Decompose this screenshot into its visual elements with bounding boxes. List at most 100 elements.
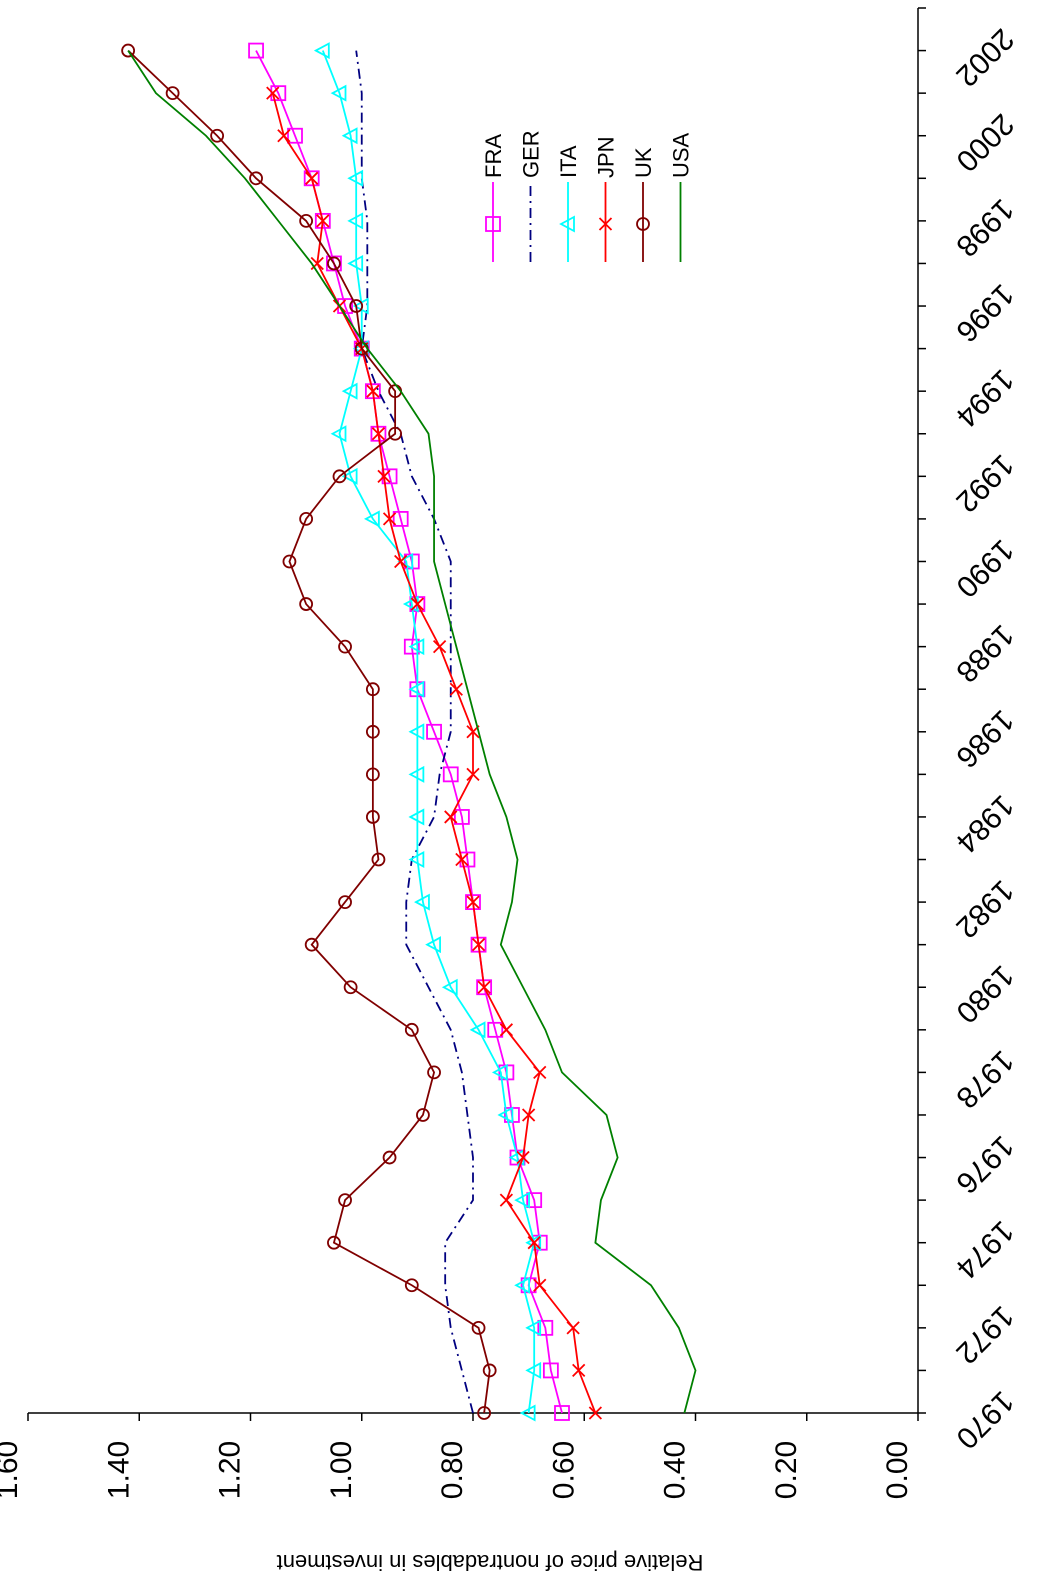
data-point bbox=[341, 127, 358, 145]
value-tick-label: 1.60 bbox=[0, 1441, 24, 1499]
data-point bbox=[314, 212, 331, 229]
data-point bbox=[542, 1362, 559, 1379]
data-point bbox=[365, 724, 380, 739]
data-point bbox=[382, 512, 397, 526]
year-tick-label: 1988 bbox=[949, 618, 1020, 689]
year-tick-label: 1986 bbox=[949, 703, 1020, 774]
year-tick-label: 1980 bbox=[949, 959, 1020, 1030]
data-point bbox=[449, 682, 463, 696]
data-point bbox=[453, 809, 470, 825]
legend-label: USA bbox=[669, 132, 694, 178]
year-tick-label: 1984 bbox=[949, 788, 1020, 859]
data-point bbox=[516, 1150, 530, 1165]
year-tick-label: 1972 bbox=[949, 1299, 1020, 1370]
data-point bbox=[121, 43, 136, 58]
value-tick-label: 1.20 bbox=[214, 1441, 247, 1499]
legend-item-ger: GER bbox=[519, 130, 544, 262]
year-tick-label: 1992 bbox=[949, 448, 1020, 519]
data-point bbox=[327, 1235, 341, 1250]
data-point bbox=[332, 469, 347, 484]
data-point bbox=[465, 894, 481, 910]
value-tick-label: 0.20 bbox=[770, 1441, 803, 1499]
data-point bbox=[566, 1321, 580, 1335]
series-fra bbox=[248, 42, 570, 1421]
series-line bbox=[255, 50, 563, 1414]
series-ger bbox=[355, 50, 474, 1414]
data-point bbox=[326, 255, 342, 272]
series-jpn bbox=[266, 86, 603, 1420]
data-point bbox=[377, 469, 391, 483]
value-tick-label: 0.40 bbox=[659, 1441, 692, 1499]
year-tick-label: 1970 bbox=[949, 1384, 1020, 1455]
data-point bbox=[330, 425, 347, 443]
data-point bbox=[338, 639, 352, 654]
year-tick-label: 1982 bbox=[949, 874, 1020, 945]
data-point bbox=[533, 1065, 547, 1080]
data-point bbox=[470, 936, 487, 953]
data-point bbox=[341, 467, 358, 485]
data-point bbox=[521, 1108, 536, 1122]
data-point bbox=[371, 427, 386, 441]
data-point bbox=[330, 84, 347, 102]
data-point bbox=[427, 1065, 441, 1080]
data-point bbox=[598, 217, 613, 231]
data-point bbox=[364, 383, 381, 400]
year-tick-label: 1998 bbox=[949, 192, 1020, 263]
data-point bbox=[277, 129, 291, 143]
data-point bbox=[487, 1021, 504, 1038]
data-point bbox=[397, 552, 414, 570]
data-point bbox=[491, 1063, 508, 1081]
data-point bbox=[444, 810, 458, 824]
data-point bbox=[410, 597, 425, 611]
data-point bbox=[477, 1406, 492, 1420]
legend-label: JPN bbox=[594, 136, 619, 178]
value-axis-ticks: 0.00 0.20 0.40 0.60 0.80 1.00 1.20 1.40 1.60 bbox=[0, 1413, 919, 1499]
series-line bbox=[321, 50, 536, 1414]
data-point bbox=[403, 638, 420, 655]
data-point bbox=[366, 384, 380, 398]
value-tick-label: 0.00 bbox=[881, 1441, 914, 1499]
data-point bbox=[426, 723, 442, 740]
data-point bbox=[363, 510, 380, 528]
series-uk bbox=[121, 43, 497, 1420]
data-point bbox=[343, 980, 358, 995]
legend: FRA GER ITA JPN UK USA bbox=[481, 130, 694, 262]
data-point bbox=[327, 256, 341, 271]
data-point bbox=[365, 810, 380, 824]
series-layer bbox=[121, 42, 697, 1422]
data-point bbox=[442, 766, 459, 783]
data-point bbox=[347, 254, 364, 272]
data-point bbox=[304, 937, 319, 952]
data-point bbox=[469, 1021, 486, 1039]
year-tick-label: 2002 bbox=[949, 22, 1020, 93]
year-axis-ticks: 1970 1972 1974 1976 1978 1980 1982 1984 1986 1988… bbox=[918, 7, 1020, 1455]
data-point bbox=[381, 468, 398, 485]
data-point bbox=[527, 1236, 541, 1250]
data-point bbox=[341, 382, 358, 400]
year-tick-label: 1976 bbox=[949, 1129, 1020, 1200]
data-point bbox=[499, 1193, 514, 1207]
data-point bbox=[299, 512, 314, 526]
data-point bbox=[316, 214, 330, 228]
value-tick-label: 0.60 bbox=[547, 1441, 580, 1499]
data-point bbox=[525, 1319, 542, 1337]
data-point bbox=[394, 554, 408, 569]
data-point bbox=[455, 852, 469, 867]
series-line bbox=[127, 49, 491, 1414]
data-point bbox=[408, 851, 425, 869]
value-tick-label: 1.40 bbox=[102, 1441, 135, 1499]
data-point bbox=[305, 171, 319, 185]
data-point bbox=[482, 1363, 497, 1378]
year-tick-label: 1994 bbox=[949, 363, 1020, 434]
data-point bbox=[210, 128, 225, 143]
data-point bbox=[365, 767, 380, 782]
data-point bbox=[313, 42, 330, 60]
data-point bbox=[525, 1234, 542, 1252]
data-point bbox=[514, 1191, 530, 1209]
data-point bbox=[477, 980, 491, 994]
data-point bbox=[537, 1319, 554, 1336]
data-point bbox=[476, 979, 493, 996]
data-point bbox=[471, 1320, 486, 1335]
data-point bbox=[572, 1363, 586, 1378]
